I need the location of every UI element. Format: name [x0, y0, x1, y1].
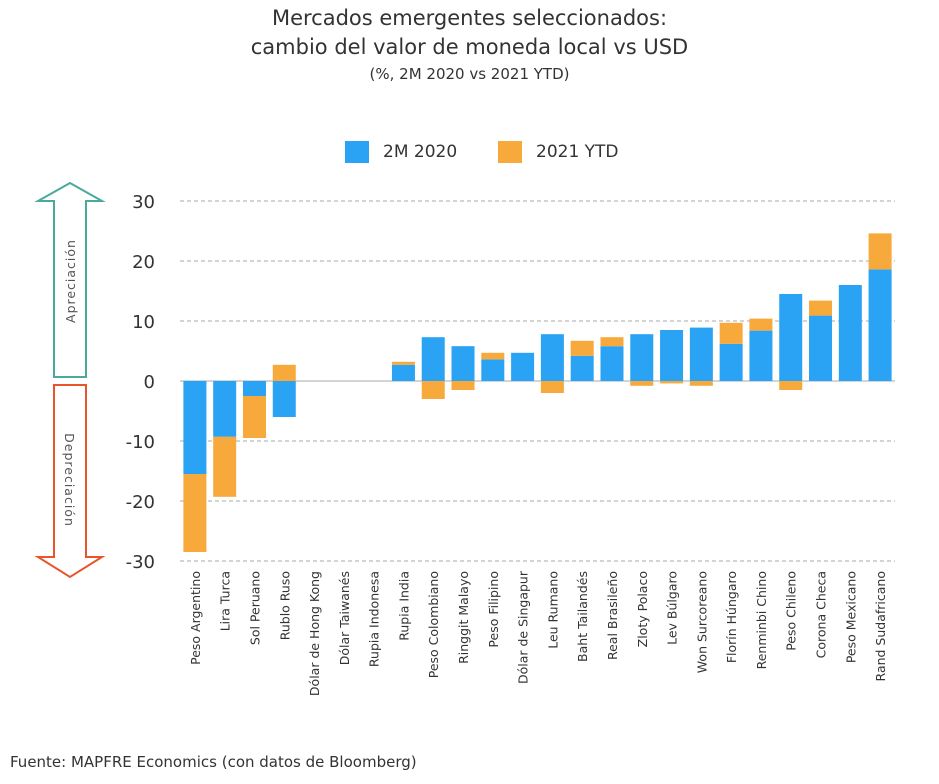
bar-2m-2020 — [570, 355, 594, 381]
x-tick-label: Peso Filipino — [486, 571, 501, 648]
x-tick-label: Zloty Polaco — [635, 571, 650, 647]
y-tick-label: 30 — [132, 192, 155, 213]
bar-2021-ytd — [719, 322, 743, 344]
bar-2021-ytd — [451, 381, 475, 390]
chart-title-line2: cambio del valor de moneda local vs USD — [250, 35, 689, 59]
bar-2m-2020 — [719, 343, 743, 381]
x-tick-label: Peso Mexicano — [843, 571, 858, 663]
legend-swatch-2021-ytd — [498, 141, 522, 163]
legend-swatch-2m-2020 — [345, 141, 369, 163]
y-tick-label: 0 — [144, 372, 155, 393]
legend-label-2021-ytd: 2021 YTD — [536, 142, 619, 162]
x-tick-label: Corona Checa — [814, 571, 829, 658]
bar-2021-ytd — [481, 352, 505, 360]
bar-2021-ytd — [421, 381, 445, 399]
bar-2021-ytd — [868, 233, 892, 270]
x-tick-label: Won Surcoreano — [694, 571, 709, 673]
x-tick-label: Peso Chileno — [784, 571, 799, 651]
bar-2m-2020 — [540, 334, 564, 381]
x-tick-label: Rupia India — [396, 571, 411, 641]
bar-2m-2020 — [421, 337, 445, 381]
bar-2m-2020 — [451, 346, 475, 381]
bar-2m-2020 — [689, 327, 713, 381]
x-tick-label: Renminbi Chino — [754, 571, 769, 669]
x-tick-label: Sol Peruano — [247, 571, 262, 645]
depreciation-arrow-icon — [34, 384, 106, 579]
bar-2021-ytd — [749, 318, 773, 331]
y-tick-label: -20 — [126, 492, 155, 513]
x-tick-label: Rand Sudafricano — [873, 571, 888, 681]
x-tick-label: Baht Tailandés — [575, 571, 590, 662]
bar-2021-ytd — [600, 337, 624, 347]
bar-2021-ytd — [809, 300, 833, 316]
x-tick-label: Lira Turca — [218, 571, 233, 631]
chart-subtitle: (%, 2M 2020 vs 2021 YTD) — [369, 65, 570, 83]
bar-2m-2020 — [809, 315, 833, 381]
bar-2021-ytd — [242, 396, 266, 438]
legend-item-2m-2020: 2M 2020 — [345, 139, 457, 165]
x-tick-label: Dólar Taiwanés — [337, 571, 352, 665]
bar-2m-2020 — [481, 359, 505, 381]
source-note: Fuente: MAPFRE Economics (con datos de B… — [10, 753, 417, 771]
x-tick-label: Ringgit Malayo — [456, 571, 471, 664]
chart-title-block: Mercados emergentes seleccionados: cambi… — [0, 4, 939, 86]
bar-2m-2020 — [600, 346, 624, 381]
x-tick-label: Rupia Indonesa — [367, 571, 382, 667]
bar-2m-2020 — [630, 334, 654, 381]
y-tick-label: -30 — [126, 552, 155, 573]
chart-title-line1: Mercados emergentes seleccionados: — [271, 6, 668, 30]
y-tick-label: -10 — [126, 432, 155, 453]
bar-2m-2020 — [838, 285, 862, 381]
bar-2021-ytd — [213, 436, 237, 497]
bar-2m-2020 — [511, 352, 535, 381]
bar-2m-2020 — [779, 294, 803, 381]
x-tick-label: Dólar de Hong Kong — [307, 571, 322, 696]
x-tick-label: Rublo Ruso — [277, 571, 292, 640]
depreciation-label: Depreciación — [62, 433, 77, 527]
x-tick-label: Peso Argentino — [188, 571, 203, 665]
appreciation-label: Apreciación — [63, 239, 78, 323]
y-tick-label: 20 — [132, 252, 155, 273]
bar-2021-ytd — [391, 361, 415, 365]
x-tick-label: Leu Rumano — [545, 571, 560, 649]
bar-2021-ytd — [660, 381, 684, 384]
bar-2021-ytd — [570, 340, 594, 356]
chart-legend: 2M 2020 2021 YTD — [0, 139, 939, 165]
y-tick-label: 10 — [132, 312, 155, 333]
bar-2021-ytd — [689, 381, 713, 386]
x-tick-label: Peso Colombiano — [426, 571, 441, 678]
legend-item-2021-ytd: 2021 YTD — [498, 139, 619, 165]
bar-2021-ytd — [630, 381, 654, 386]
legend-label-2m-2020: 2M 2020 — [383, 142, 458, 162]
x-tick-label: Dólar de Singapur — [516, 570, 531, 684]
bar-2021-ytd — [272, 364, 296, 381]
bar-2m-2020 — [391, 364, 415, 381]
bar-2m-2020 — [749, 330, 773, 381]
x-tick-label: Real Brasileño — [605, 571, 620, 660]
bar-2m-2020 — [183, 381, 207, 474]
bar-2m-2020 — [660, 330, 684, 381]
x-tick-label: Lev Búlgaro — [665, 571, 680, 645]
bar-2m-2020 — [213, 381, 237, 437]
bar-2m-2020 — [868, 269, 892, 381]
bar-2021-ytd — [183, 474, 207, 552]
appreciation-arrow-icon — [34, 181, 106, 378]
bar-2m-2020 — [272, 381, 296, 417]
x-tick-label: Florín Húngaro — [724, 571, 739, 663]
bar-2m-2020 — [242, 381, 266, 396]
bar-2021-ytd — [540, 381, 564, 393]
bar-2021-ytd — [779, 381, 803, 390]
